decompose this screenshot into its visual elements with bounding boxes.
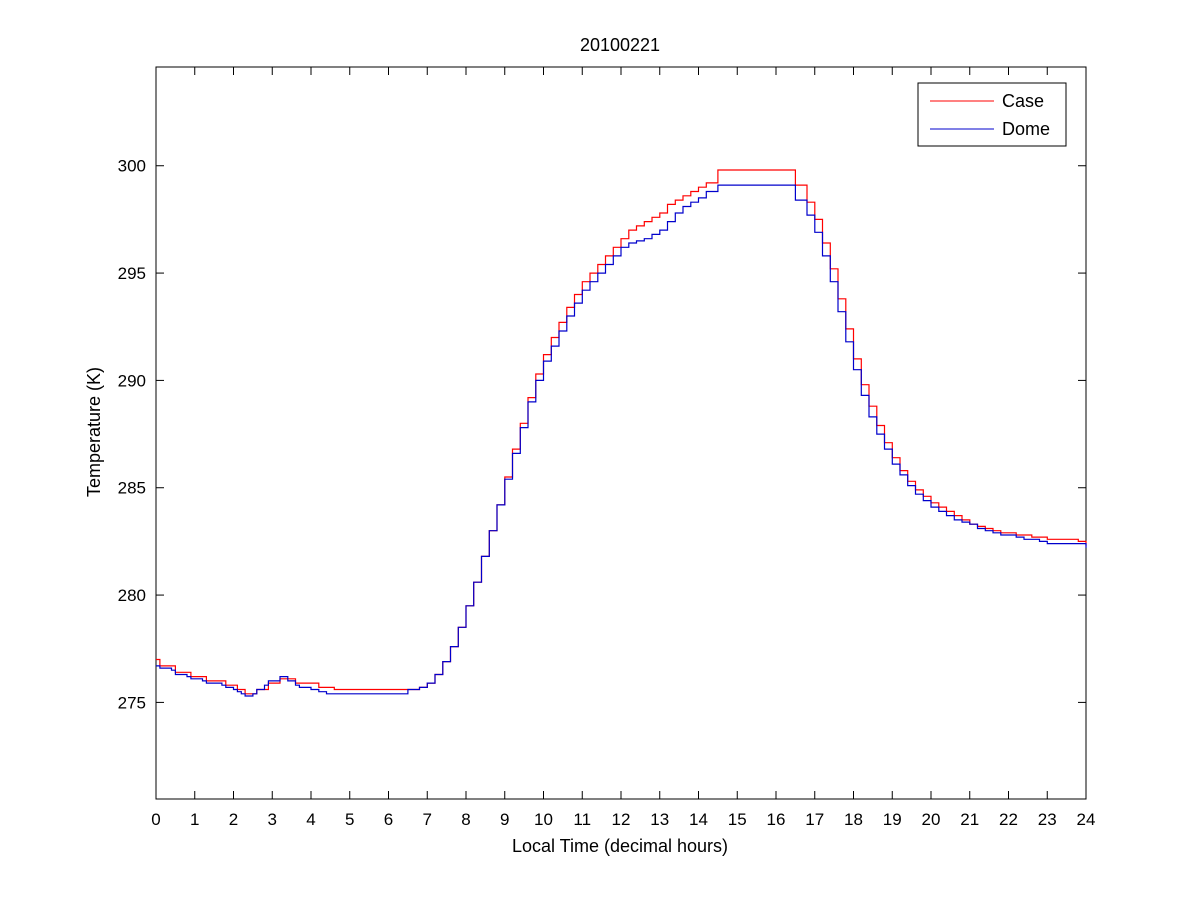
y-tick-label: 295 <box>118 264 146 283</box>
legend-label-case: Case <box>1002 91 1044 111</box>
x-tick-label: 9 <box>500 810 509 829</box>
x-tick-label: 3 <box>268 810 277 829</box>
x-tick-label: 1 <box>190 810 199 829</box>
x-tick-label: 6 <box>384 810 393 829</box>
x-tick-label: 21 <box>960 810 979 829</box>
x-tick-label: 13 <box>650 810 669 829</box>
y-axis-label: Temperature (K) <box>84 367 104 497</box>
x-tick-label: 20 <box>922 810 941 829</box>
y-tick-label: 275 <box>118 693 146 712</box>
plot-area: 0 1 2 3 4 5 6 7 8 9 10 11 12 13 14 15 16 17 18 19 20 21 22 23 24… <box>118 66 1096 829</box>
x-tick-label: 16 <box>767 810 786 829</box>
x-tick-label: 10 <box>534 810 553 829</box>
x-tick-label: 22 <box>999 810 1018 829</box>
x-tick-label: 2 <box>229 810 238 829</box>
x-tick-label: 23 <box>1038 810 1057 829</box>
x-tick-label: 4 <box>306 810 315 829</box>
chart-title: 20100221 <box>580 35 660 55</box>
y-tick-label: 285 <box>118 479 146 498</box>
x-tick-label: 11 <box>573 810 591 829</box>
x-tick-label: 8 <box>461 810 470 829</box>
x-tick-label: 5 <box>345 810 354 829</box>
legend-label-dome: Dome <box>1002 119 1050 139</box>
x-tick-label: 17 <box>805 810 824 829</box>
x-tick-label: 12 <box>612 810 631 829</box>
x-tick-label: 19 <box>883 810 902 829</box>
x-axis-label: Local Time (decimal hours) <box>512 836 728 856</box>
y-tick-label: 280 <box>118 586 146 605</box>
x-tick-label: 15 <box>728 810 747 829</box>
y-tick-label: 300 <box>118 157 146 176</box>
y-tick-label: 290 <box>118 371 146 390</box>
legend-box <box>917 82 1067 147</box>
legend: Case Dome <box>917 82 1067 147</box>
x-tick-label: 14 <box>689 810 708 829</box>
x-tick-label: 0 <box>151 810 160 829</box>
x-tick-label: 24 <box>1077 810 1096 829</box>
series-line-dome <box>156 184 1087 697</box>
x-tick-label: 18 <box>844 810 863 829</box>
x-tick-label: 7 <box>423 810 432 829</box>
